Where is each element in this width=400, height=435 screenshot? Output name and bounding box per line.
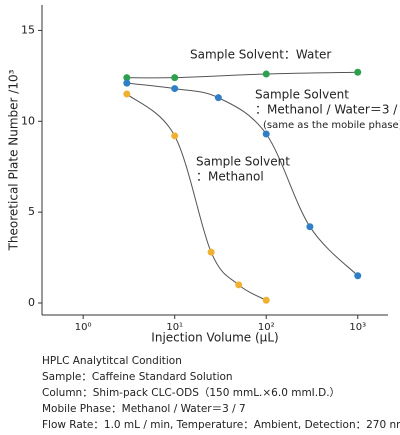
footer-line: Column：Shim-pack CLC-ODS（150 mmL.×6.0 mm…	[42, 387, 340, 399]
annotation: ：Methanol / Water＝3 / 7	[255, 103, 400, 117]
y-tick-label: 15	[21, 23, 35, 36]
footer-line: HPLC Analytitcal Condition	[42, 355, 182, 367]
x-tick-label: 10¹	[166, 322, 183, 333]
fit-curve	[126, 93, 267, 301]
annotation: Sample Solvent	[196, 155, 290, 169]
data-point	[262, 70, 270, 78]
y-tick-label: 5	[28, 205, 35, 218]
data-point	[207, 248, 215, 256]
fit-curve	[126, 71, 358, 79]
annotation: Sample Solvent	[255, 88, 349, 102]
data-point	[306, 223, 314, 231]
x-tick-label: 10³	[349, 322, 366, 333]
footer-line: Mobile Phase：Methanol / Water＝3 / 7	[42, 403, 246, 415]
data-point	[171, 74, 179, 82]
x-tick-label: 10⁰	[75, 322, 92, 333]
data-point	[354, 272, 362, 280]
annotation: (same as the mobile phase)	[263, 120, 400, 131]
annotation: Sample Solvent：Water	[190, 48, 331, 62]
data-point	[123, 74, 131, 82]
data-point	[262, 296, 270, 304]
y-axis-label: Theoretical Plate Number /10³	[7, 69, 21, 251]
data-point	[171, 85, 179, 93]
data-point	[262, 130, 270, 138]
x-tick-label: 10²	[258, 322, 275, 333]
footer-line: Sample：Caffeine Standard Solution	[42, 371, 233, 383]
footer-line: Flow Rate：1.0 mL / min, Temperature：Ambi…	[42, 419, 400, 431]
data-point	[123, 90, 131, 98]
annotation: ：Methanol	[196, 170, 264, 184]
y-tick-label: 0	[28, 296, 35, 309]
data-point	[171, 132, 179, 140]
data-point	[214, 94, 222, 102]
data-point	[123, 79, 131, 87]
data-point	[354, 68, 362, 76]
y-tick-label: 10	[21, 114, 35, 127]
x-axis-label: Injection Volume (μL)	[151, 331, 278, 345]
data-point	[235, 281, 243, 289]
